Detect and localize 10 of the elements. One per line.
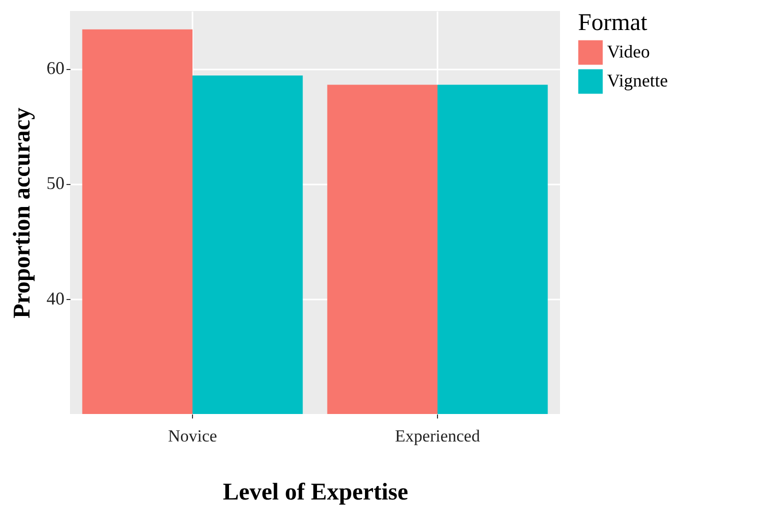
y-tick-label: 60: [46, 58, 64, 78]
y-axis-title: Proportion accuracy: [10, 108, 36, 318]
legend-label: Vignette: [607, 70, 668, 90]
x-tick-label: Experienced: [395, 426, 480, 446]
y-tick-label: 40: [46, 288, 64, 308]
y-tick-label: 50: [46, 173, 64, 194]
x-axis-title: Level of Expertise: [222, 480, 408, 506]
legend-label: Video: [607, 42, 650, 62]
x-tick-label: Novice: [168, 426, 218, 446]
legend-title: Format: [578, 10, 648, 36]
